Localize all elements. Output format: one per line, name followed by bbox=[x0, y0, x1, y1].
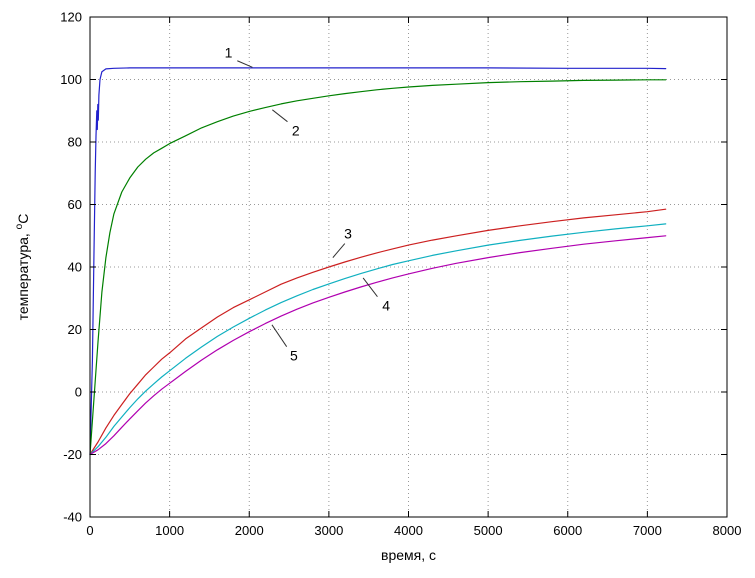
y-tick-label: -40 bbox=[63, 510, 82, 525]
y-tick-label: 40 bbox=[68, 260, 82, 275]
y-tick-label: 100 bbox=[60, 72, 82, 87]
x-tick-label: 0 bbox=[86, 523, 93, 538]
annotation-label-2: 2 bbox=[292, 123, 300, 139]
annotation-leader-2 bbox=[272, 109, 288, 123]
series-line-1 bbox=[89, 67, 667, 456]
y-tick-label: -20 bbox=[63, 447, 82, 462]
annotation-label-1: 1 bbox=[225, 44, 233, 60]
x-tick-label: 8000 bbox=[713, 523, 742, 538]
x-tick-label: 6000 bbox=[553, 523, 582, 538]
y-axis-label: температура, oC bbox=[14, 214, 31, 321]
y-tick-label: 60 bbox=[68, 197, 82, 212]
annotation-leader-4 bbox=[362, 277, 378, 297]
x-tick-label: 3000 bbox=[314, 523, 343, 538]
y-tick-label: 80 bbox=[68, 135, 82, 150]
series-line-3 bbox=[89, 208, 667, 456]
series-line-5 bbox=[89, 235, 667, 456]
annotation-label-3: 3 bbox=[344, 226, 352, 242]
x-tick-label: 1000 bbox=[155, 523, 184, 538]
y-tick-label: 120 bbox=[60, 10, 82, 25]
annotation-leader-5 bbox=[271, 324, 288, 347]
annotation-leader-1 bbox=[237, 60, 253, 68]
x-tick-label: 7000 bbox=[633, 523, 662, 538]
annotation-label-4: 4 bbox=[382, 298, 390, 314]
series-line-2 bbox=[89, 79, 667, 456]
x-tick-label: 4000 bbox=[394, 523, 423, 538]
x-axis-label: время, с bbox=[381, 547, 436, 563]
series-line-4 bbox=[89, 223, 667, 456]
x-tick-label: 2000 bbox=[235, 523, 264, 538]
y-tick-label: 20 bbox=[68, 322, 82, 337]
x-tick-label: 5000 bbox=[474, 523, 503, 538]
annotation-leader-3 bbox=[332, 243, 346, 258]
y-tick-label: 0 bbox=[75, 385, 82, 400]
annotation-label-5: 5 bbox=[290, 348, 298, 364]
